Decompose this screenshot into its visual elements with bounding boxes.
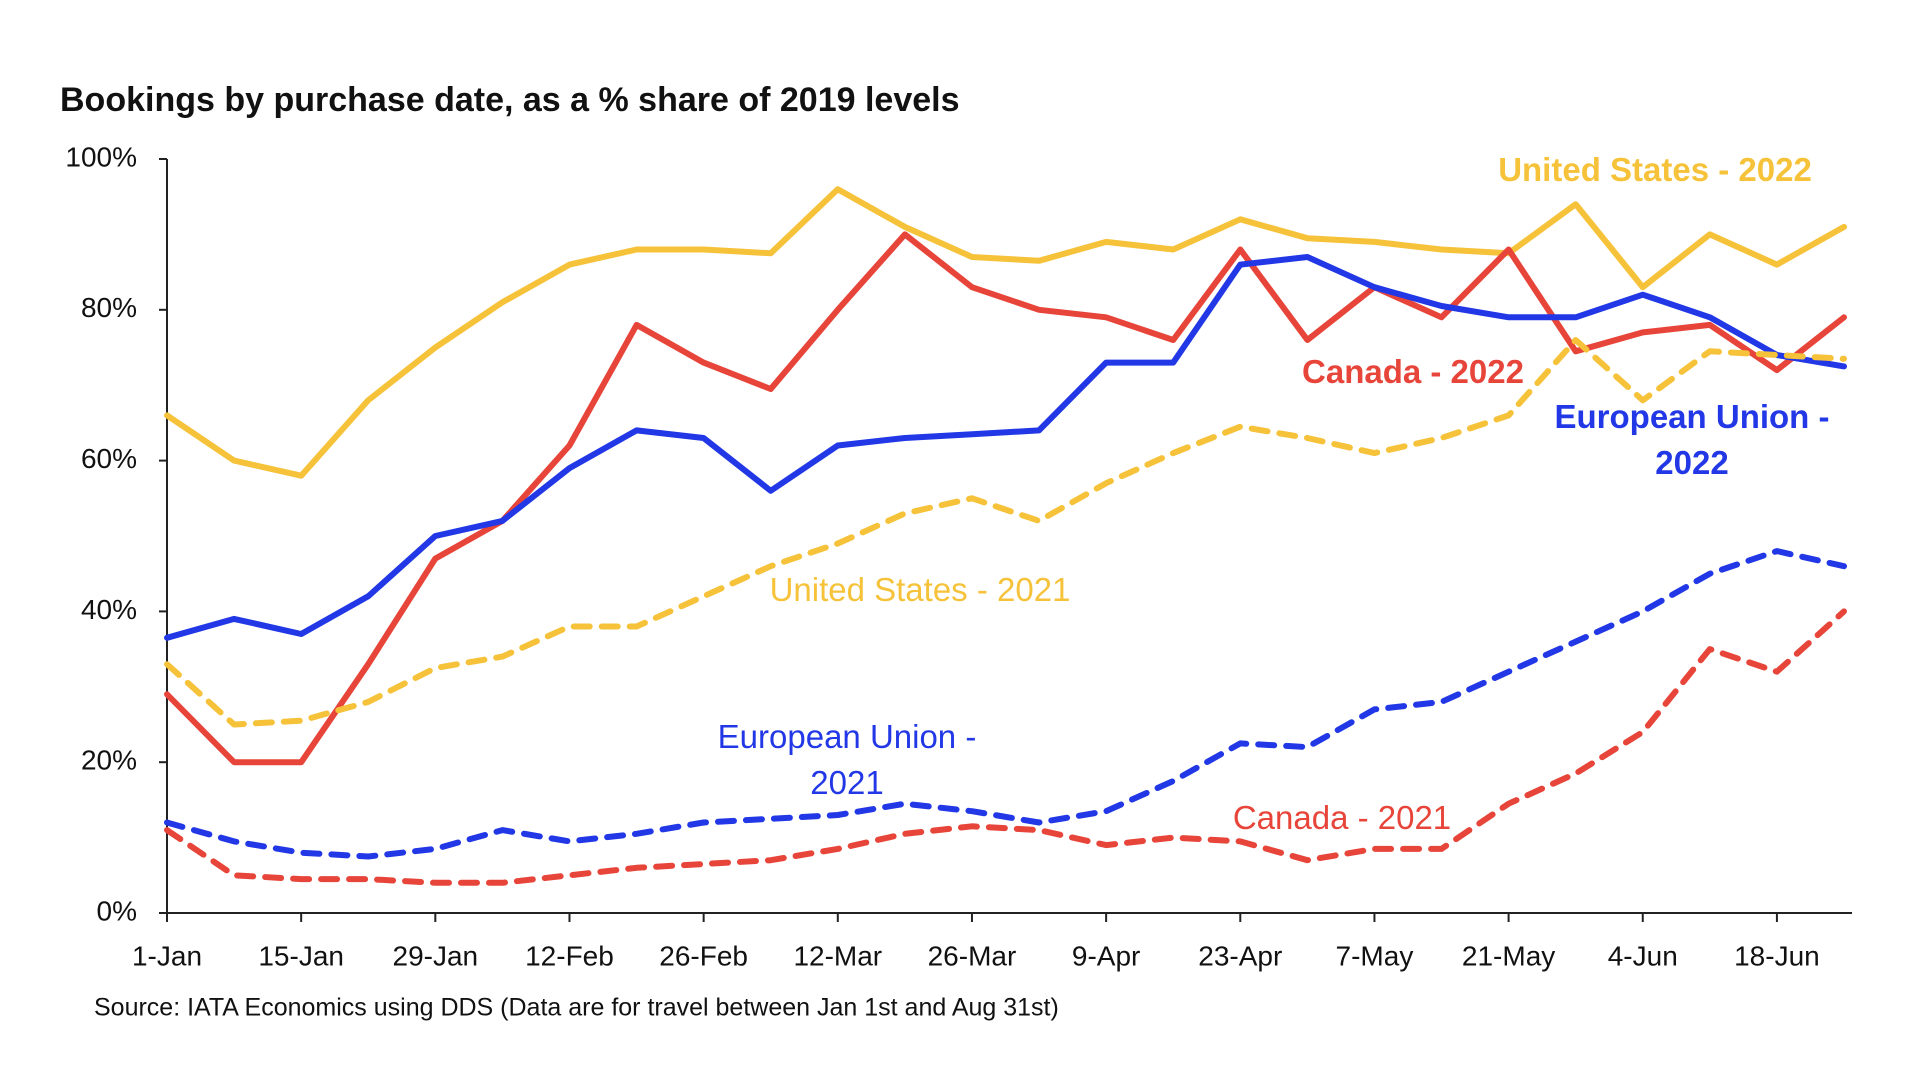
series-label: European Union - 2022 xyxy=(1554,398,1830,481)
x-tick-label: 18-Jun xyxy=(1734,940,1820,971)
y-tick-label: 40% xyxy=(81,594,137,625)
y-tick-label: 100% xyxy=(65,141,137,172)
x-tick-label: 21-May xyxy=(1462,940,1555,971)
series-line xyxy=(164,608,1847,886)
y-tick-label: 60% xyxy=(81,443,137,474)
x-tick-label: 12-Mar xyxy=(793,940,882,971)
x-tick-label: 1-Jan xyxy=(132,940,202,971)
series-line xyxy=(164,254,1847,641)
x-tick-label: 26-Mar xyxy=(928,940,1017,971)
x-tick-label: 15-Jan xyxy=(258,940,344,971)
series-line xyxy=(164,186,1847,479)
series-line xyxy=(164,231,1847,766)
y-tick-label: 0% xyxy=(97,895,137,926)
x-tick-label: 9-Apr xyxy=(1072,940,1140,971)
series-label: European Union - 2021 xyxy=(717,718,977,801)
series-label: Canada - 2022 xyxy=(1302,353,1524,390)
series-label: United States - 2021 xyxy=(769,571,1071,608)
series-line xyxy=(164,548,1847,860)
chart-title: Bookings by purchase date, as a % share … xyxy=(60,81,960,119)
x-tick-label: 7-May xyxy=(1336,940,1414,971)
series-line xyxy=(164,337,1847,728)
source-note: Source: IATA Economics using DDS (Data a… xyxy=(94,994,1059,1022)
y-tick-label: 80% xyxy=(81,292,137,323)
x-tick-label: 23-Apr xyxy=(1198,940,1282,971)
series-label: United States - 2022 xyxy=(1498,151,1812,188)
x-tick-label: 26-Feb xyxy=(659,940,748,971)
x-tick-label: 29-Jan xyxy=(393,940,479,971)
series-label: Canada - 2021 xyxy=(1232,799,1452,836)
x-tick-label: 4-Jun xyxy=(1608,940,1678,971)
x-tick-label: 12-Feb xyxy=(525,940,614,971)
y-tick-label: 20% xyxy=(81,745,137,776)
